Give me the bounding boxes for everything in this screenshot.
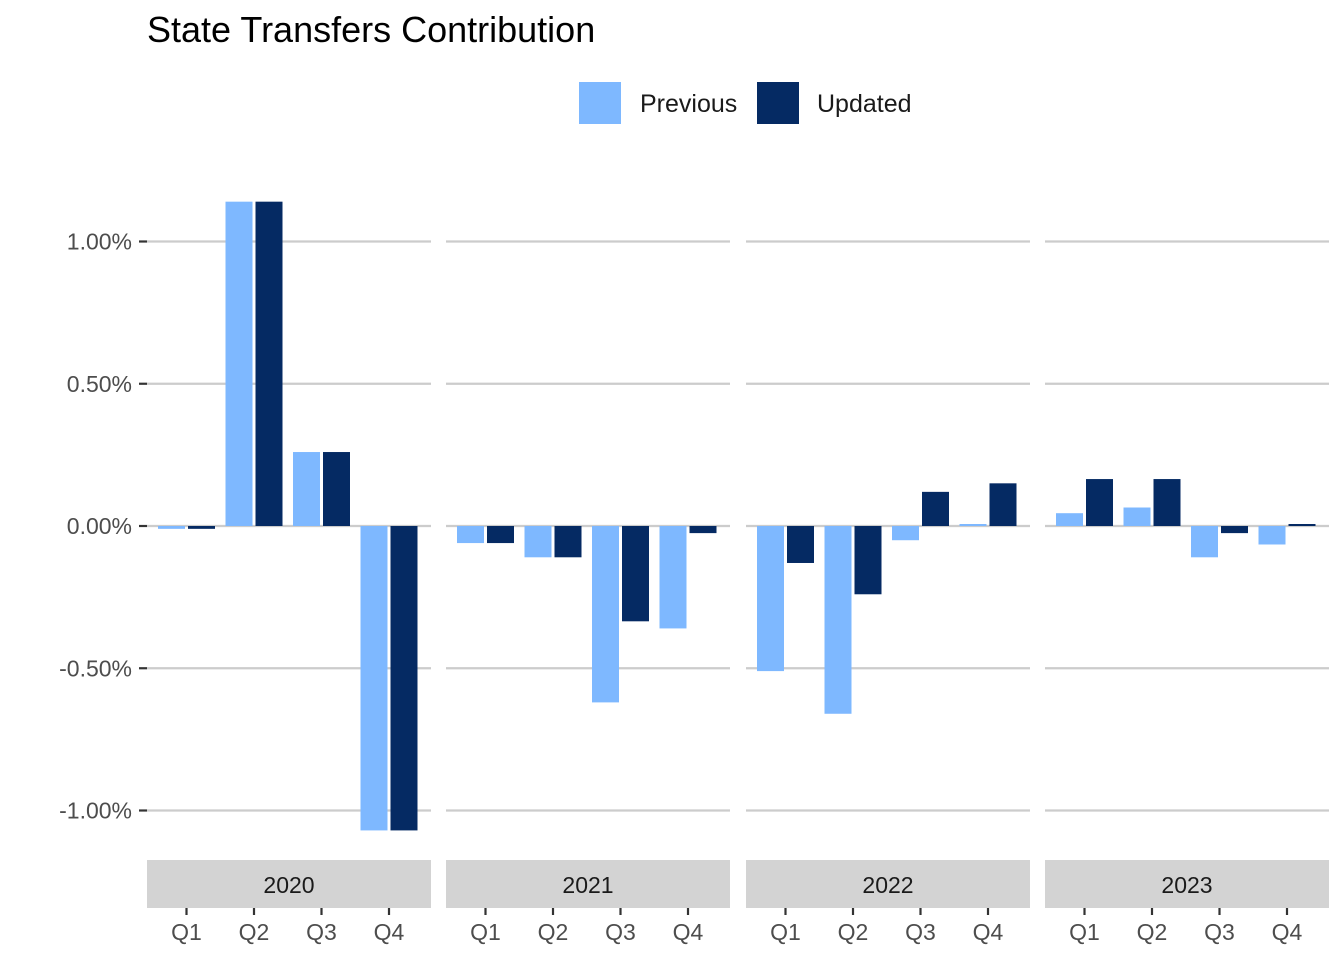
x-tick-label-2021-q4: Q4	[673, 919, 704, 945]
facet-strip-2020	[147, 860, 431, 908]
bar-updated-2021-q2	[554, 526, 582, 558]
bar-updated-2022-q2	[854, 526, 882, 595]
facet-strip-2021	[446, 860, 730, 908]
x-tick-label-2022-q2: Q2	[838, 919, 869, 945]
bar-updated-2020-q1	[188, 526, 215, 529]
x-tick-label-2022-q4: Q4	[973, 919, 1004, 945]
facet-strip-2023	[1045, 860, 1329, 908]
y-tick-label-1: 0.50%	[67, 371, 132, 397]
legend-label-updated: Updated	[817, 90, 912, 118]
y-tick-label-2: 0.00%	[67, 513, 132, 539]
x-tick-label-2023-q4: Q4	[1272, 919, 1303, 945]
bar-updated-2023-q1	[1086, 479, 1113, 526]
x-tick-label-2020-q2: Q2	[239, 919, 270, 945]
y-tick-label-3: -0.50%	[59, 655, 132, 681]
bar-updated-2022-q3	[922, 491, 949, 526]
bar-updated-2023-q4	[1288, 524, 1316, 526]
x-tick-label-2021-q2: Q2	[538, 919, 569, 945]
facet-label-2023: 2023	[1161, 872, 1212, 898]
facet-label-2021: 2021	[562, 872, 613, 898]
bar-updated-2021-q3	[622, 526, 649, 622]
bar-previous-2022-q3	[892, 526, 919, 541]
bar-updated-2021-q1	[487, 526, 514, 544]
bar-previous-2021-q2	[524, 526, 552, 558]
x-tick-label-2020-q1: Q1	[171, 919, 202, 945]
bar-previous-2023-q4	[1258, 526, 1286, 545]
bar-previous-2020-q2	[225, 201, 253, 527]
facet-label-2022: 2022	[862, 872, 913, 898]
bar-updated-2020-q2	[255, 201, 283, 527]
bar-previous-2021-q4	[659, 526, 687, 629]
bar-updated-2022-q1	[787, 526, 814, 563]
bar-previous-2021-q1	[457, 526, 484, 544]
bar-previous-2020-q4	[360, 526, 388, 831]
bar-previous-2020-q3	[293, 452, 320, 526]
y-tick-label-0: 1.00%	[67, 229, 132, 255]
chart-title: State Transfers Contribution	[147, 9, 596, 50]
legend: Previous Updated	[0, 82, 1344, 126]
bar-previous-2021-q3	[592, 526, 619, 703]
legend-swatch-previous	[579, 82, 621, 124]
x-tick-label-2023-q3: Q3	[1204, 919, 1235, 945]
facet-strip-2022	[746, 860, 1030, 908]
bar-previous-2022-q1	[757, 526, 784, 672]
bar-previous-2022-q4	[959, 524, 987, 526]
y-tick-label-4: -1.00%	[59, 798, 132, 824]
bar-previous-2020-q1	[158, 526, 185, 529]
facet-label-2020: 2020	[263, 872, 314, 898]
x-tick-label-2023-q1: Q1	[1069, 919, 1100, 945]
legend-swatch-updated	[757, 82, 799, 124]
bar-updated-2021-q4	[689, 526, 717, 534]
x-tick-label-2020-q4: Q4	[374, 919, 405, 945]
bar-updated-2022-q4	[989, 483, 1017, 526]
bar-previous-2022-q2	[824, 526, 852, 714]
bar-updated-2023-q2	[1153, 479, 1181, 526]
x-tick-label-2022-q3: Q3	[905, 919, 936, 945]
bar-previous-2023-q2	[1123, 507, 1151, 526]
bar-updated-2023-q3	[1221, 526, 1248, 534]
bar-previous-2023-q3	[1191, 526, 1218, 558]
legend-label-previous: Previous	[640, 90, 738, 118]
bar-updated-2020-q4	[390, 526, 418, 831]
x-tick-label-2021-q1: Q1	[470, 919, 501, 945]
x-tick-label-2020-q3: Q3	[306, 919, 337, 945]
bar-previous-2023-q1	[1056, 513, 1083, 526]
x-tick-label-2022-q1: Q1	[770, 919, 801, 945]
bar-updated-2020-q3	[323, 452, 350, 526]
x-tick-label-2021-q3: Q3	[605, 919, 636, 945]
x-tick-label-2023-q2: Q2	[1137, 919, 1168, 945]
